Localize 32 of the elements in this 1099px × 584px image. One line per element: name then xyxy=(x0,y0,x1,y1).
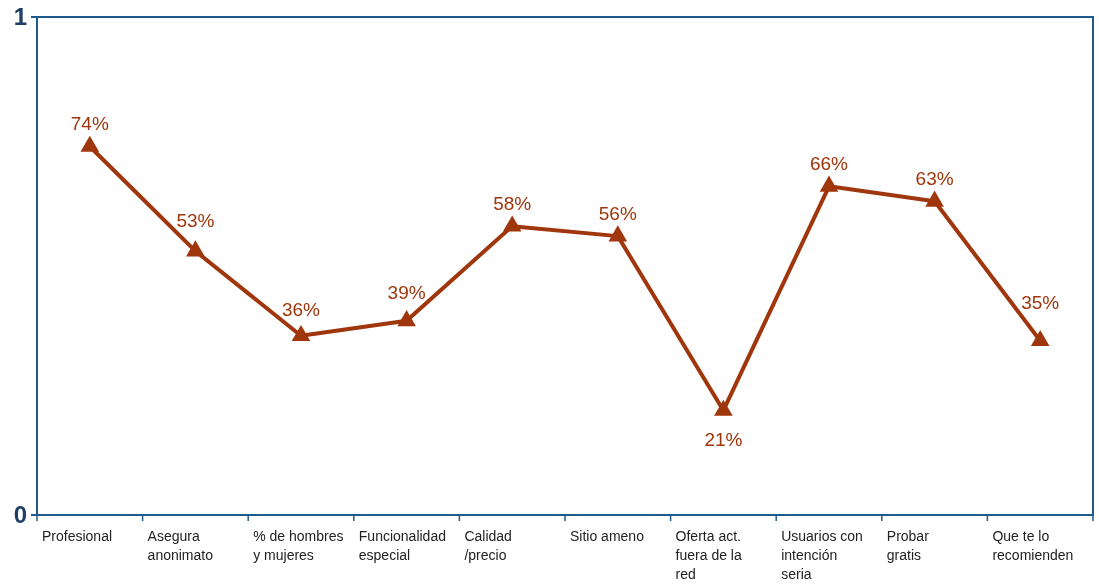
data-label: 56% xyxy=(598,203,637,225)
data-label: 21% xyxy=(704,429,743,451)
y-tick-label: 0 xyxy=(13,501,27,529)
data-label: 74% xyxy=(70,113,109,135)
x-tick-label: Sitio ameno xyxy=(570,528,645,544)
x-tick-label: % de hombres y mujeres xyxy=(253,528,344,563)
data-label: 66% xyxy=(809,153,849,175)
point xyxy=(925,190,944,207)
point xyxy=(714,399,733,416)
x-tick-label: Asegura anonimato xyxy=(147,528,214,563)
data-label: 58% xyxy=(493,193,532,215)
point xyxy=(502,215,522,232)
point xyxy=(397,310,416,327)
data-label: 53% xyxy=(176,210,215,232)
point xyxy=(819,175,839,192)
point xyxy=(186,240,205,257)
data-label: 39% xyxy=(387,281,426,303)
point xyxy=(608,225,628,242)
x-tick-label: Profesional xyxy=(42,528,113,544)
x-tick-label: Usuarios con intención seria xyxy=(781,528,863,582)
point xyxy=(291,324,311,342)
point xyxy=(80,135,100,152)
data-label: 35% xyxy=(1021,291,1060,313)
data-label: 36% xyxy=(281,298,321,320)
x-tick-label: Calidad /precio xyxy=(464,528,512,563)
point xyxy=(1030,329,1050,347)
y-tick-label: 1 xyxy=(13,3,27,31)
data-label: 63% xyxy=(915,168,954,190)
x-tick-label: Oferta act. fuera de la red xyxy=(675,528,742,582)
x-tick-label: Que te lo recomienden xyxy=(992,528,1074,563)
x-tick-label: Probar gratis xyxy=(886,528,930,563)
x-tick-label: Funcionalidad especial xyxy=(358,528,446,563)
